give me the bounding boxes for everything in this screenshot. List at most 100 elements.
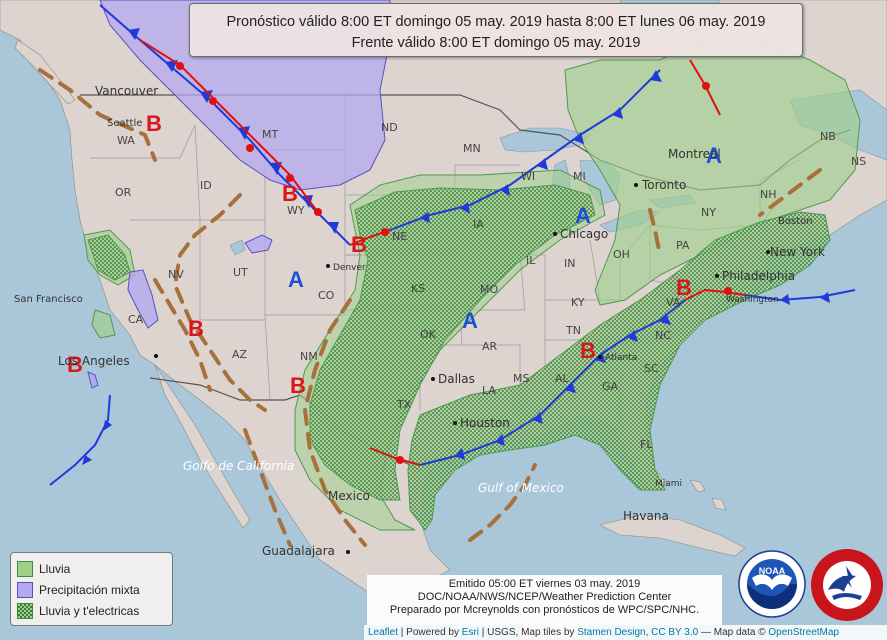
cold-front-pacific xyxy=(49,394,111,486)
low-center: B xyxy=(351,232,367,257)
trough-mexico xyxy=(243,428,292,547)
cc-by-link[interactable]: CC BY 3.0 xyxy=(651,627,699,638)
city-vancouver: Vancouver xyxy=(95,84,158,98)
baja-california-land xyxy=(154,364,251,529)
city-san-francisco: San Francisco xyxy=(14,294,83,305)
city-boston: Boston xyxy=(778,216,813,227)
leaflet-link[interactable]: Leaflet xyxy=(368,627,399,638)
state-id: ID xyxy=(200,179,212,192)
state-nb: NB xyxy=(820,130,836,143)
city-dots xyxy=(154,183,770,554)
city-houston: Houston xyxy=(460,416,510,430)
state-va: VA xyxy=(666,296,681,309)
noaa-logo-text: NOAA xyxy=(759,566,786,576)
forecast-title-box: Pronóstico válido 8:00 ET domingo 05 may… xyxy=(189,3,803,57)
city-philadelphia: Philadelphia xyxy=(722,269,795,283)
tstorm-swatch xyxy=(17,602,33,619)
state-ca: CA xyxy=(128,313,144,326)
trough-great-basin xyxy=(172,193,267,412)
legend-label: Lluvia y t'electricas xyxy=(39,603,140,618)
state-ut: UT xyxy=(233,266,248,279)
state-wi: WI xyxy=(521,170,535,183)
great-salt-lake xyxy=(229,239,246,256)
legend-label: Precipitación mixta xyxy=(39,582,140,597)
state-pa: PA xyxy=(676,239,690,252)
low-center: B xyxy=(146,111,162,136)
state-nm: NM xyxy=(300,350,318,363)
mixed-area-socal xyxy=(87,371,99,389)
low-center: B xyxy=(67,352,83,377)
city-seattle: Seattle xyxy=(107,118,142,129)
state-ne: NE xyxy=(392,230,407,243)
trough-gulf xyxy=(468,463,537,542)
state-az: AZ xyxy=(232,348,248,361)
city-guadalajara: Guadalajara xyxy=(262,544,335,558)
noaa-logo: NOAA xyxy=(738,550,806,618)
state-fl: FL xyxy=(640,438,653,451)
city-atlanta: Atlanta xyxy=(605,353,637,363)
state-ky: KY xyxy=(571,296,585,309)
attribution-text: | Powered by xyxy=(398,627,462,638)
mixed-area-utah xyxy=(244,234,273,254)
warm-front-gulf xyxy=(369,447,421,466)
state-mt: MT xyxy=(262,128,278,141)
state-al: AL xyxy=(555,372,570,385)
mixed-swatch xyxy=(17,581,33,598)
trough-nevada xyxy=(153,278,212,392)
state-la: LA xyxy=(482,384,496,397)
city-havana: Havana xyxy=(623,509,669,523)
warm-front-mid-atlantic xyxy=(684,288,746,301)
high-center: A xyxy=(575,203,591,228)
attribution-text: | USGS, Map tiles by xyxy=(479,627,578,638)
issued-line-3: Preparado por Mcreynolds con pronósticos… xyxy=(389,604,700,616)
city-denver: Denver xyxy=(333,263,366,273)
city-washington: Washington xyxy=(726,295,779,305)
state-ar: AR xyxy=(482,340,498,353)
trough-ne-canada xyxy=(758,168,822,217)
osm-link[interactable]: OpenStreetMap xyxy=(768,627,839,638)
state-sc: SC xyxy=(644,362,659,375)
state-ny: NY xyxy=(701,206,716,219)
city-miami: Miami xyxy=(655,479,682,489)
bahamas-land xyxy=(689,479,727,511)
state-ms: MS xyxy=(513,372,529,385)
state-tn: TN xyxy=(565,324,581,337)
stamen-link[interactable]: Stamen Design xyxy=(577,627,646,638)
state-or: OR xyxy=(115,186,132,199)
cold-front-atlantic xyxy=(744,289,856,302)
state-in: IN xyxy=(564,257,575,270)
rain-swatch xyxy=(17,560,33,577)
state-tx: TX xyxy=(396,398,412,411)
city-chicago: Chicago xyxy=(560,227,608,241)
pressure-centers: B B B B B B B B A A A A xyxy=(67,111,722,398)
nws-logo xyxy=(811,549,883,621)
high-center: A xyxy=(462,308,478,333)
state-ks: KS xyxy=(411,282,425,295)
trough-pacific-nw xyxy=(38,68,157,162)
label-gulf-california: Golfo de California xyxy=(183,459,294,473)
state-wy: WY xyxy=(287,204,305,217)
state-nh: NH xyxy=(760,188,777,201)
state-il: IL xyxy=(526,254,536,267)
legend-item-rain: Lluvia xyxy=(17,558,166,579)
warm-front-northwest xyxy=(139,39,321,216)
issued-line-2: DOC/NOAA/NWS/NCEP/Weather Prediction Cen… xyxy=(417,591,672,603)
state-nd: ND xyxy=(381,121,398,134)
state-ia: IA xyxy=(473,218,484,231)
map-attribution: Leaflet | Powered by Esri | USGS, Map ti… xyxy=(364,625,887,640)
forecast-valid-text: Pronóstico válido 8:00 ET domingo 05 may… xyxy=(226,14,766,30)
low-center: B xyxy=(290,373,306,398)
legend-item-tstorm: Lluvia y t'electricas xyxy=(17,600,166,621)
state-oh: OH xyxy=(613,248,630,261)
esri-link[interactable]: Esri xyxy=(461,627,480,638)
mixed-area-sierra xyxy=(127,269,159,329)
tstorm-area-central xyxy=(309,184,596,501)
cuba-land xyxy=(599,514,746,557)
legend-label: Lluvia xyxy=(39,561,71,576)
rain-area-ca-coast xyxy=(91,309,116,339)
state-ns: NS xyxy=(851,155,866,168)
state-ga: GA xyxy=(602,380,619,393)
low-center: B xyxy=(580,338,596,363)
state-mn: MN xyxy=(463,142,481,155)
